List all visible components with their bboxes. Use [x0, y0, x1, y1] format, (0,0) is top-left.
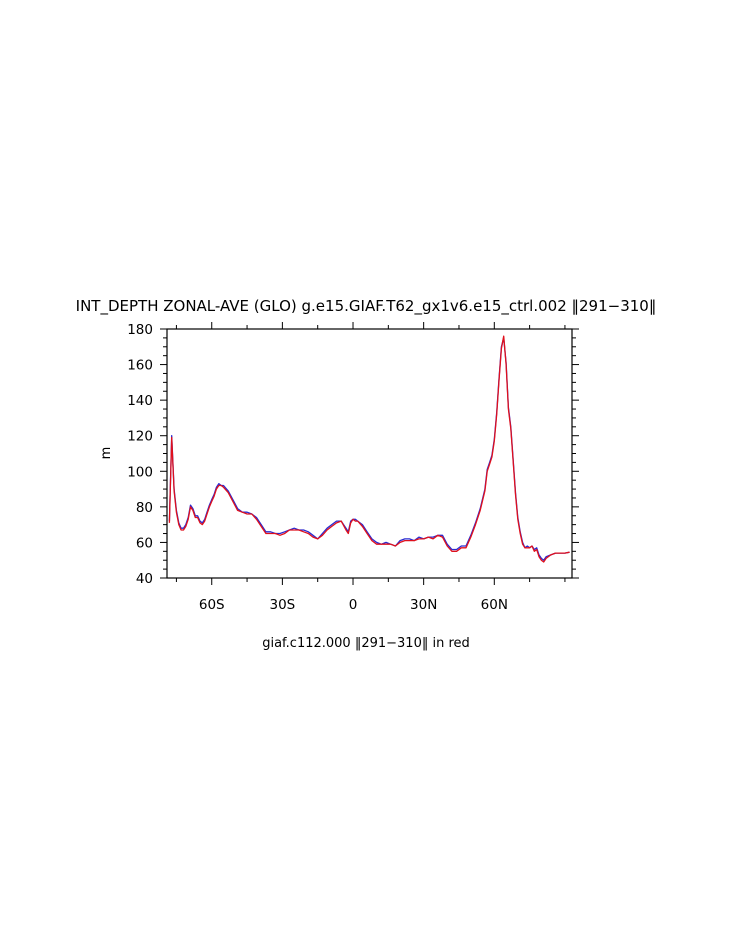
y-tick-label: 160 — [127, 358, 153, 374]
chart-caption: giaf.c112.000 ‖291−310‖ in red — [262, 636, 470, 651]
plot-frame — [166, 328, 573, 579]
series-lines — [168, 335, 570, 563]
series-line-2 — [168, 335, 570, 563]
y-tick-label: 60 — [136, 535, 153, 551]
axis-ticks: 40 60 80 100 120 140 160 180 60S 30S 0 30N 60N — [127, 322, 579, 613]
y-tick-label: 80 — [136, 500, 153, 516]
x-tick-label: 0 — [349, 597, 358, 613]
y-tick-label: 140 — [127, 393, 153, 409]
y-tick-label: 120 — [127, 429, 153, 445]
x-tick-label: 60N — [481, 597, 508, 613]
series-line-1 — [168, 337, 570, 561]
y-tick-label: 180 — [127, 322, 153, 338]
chart-title: INT_DEPTH ZONAL-AVE (GLO) g.e15.GIAF.T62… — [76, 297, 657, 316]
y-axis-label: m — [99, 447, 114, 460]
x-tick-label: 30N — [410, 597, 437, 613]
y-tick-label: 100 — [127, 464, 153, 480]
x-tick-label: 30S — [270, 597, 296, 613]
y-tick-label: 40 — [136, 571, 153, 587]
x-tick-label: 60S — [199, 597, 225, 613]
